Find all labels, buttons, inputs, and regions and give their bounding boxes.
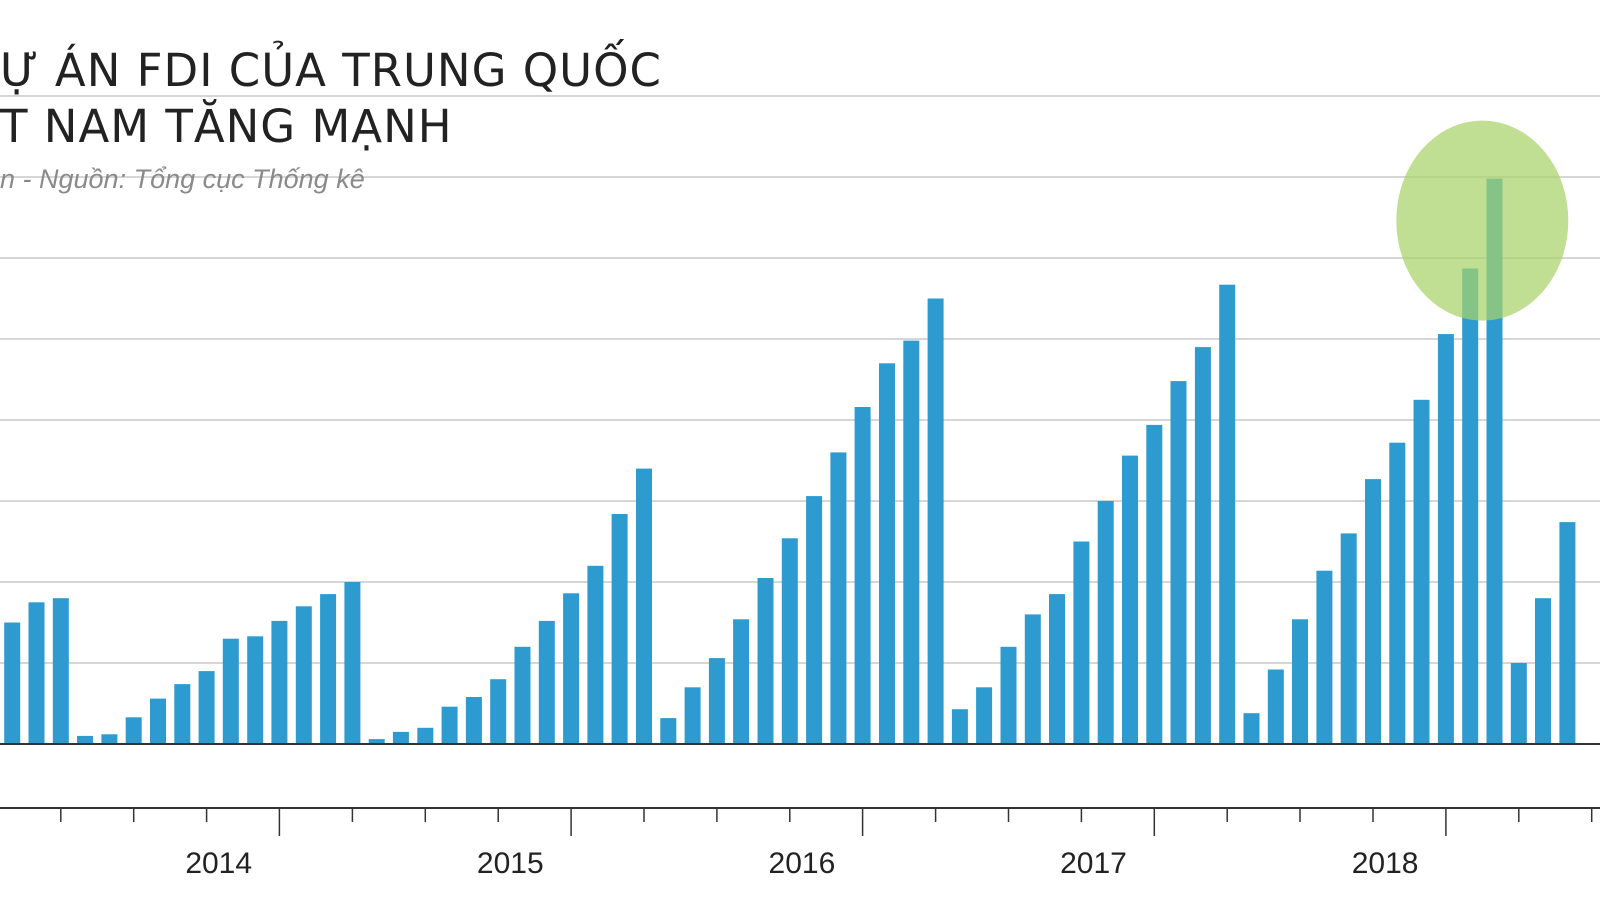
bar: [1559, 522, 1576, 744]
bar: [733, 619, 750, 744]
bar: [490, 679, 507, 744]
bar: [247, 636, 264, 744]
year-label: 2015: [477, 847, 544, 880]
bar: [4, 622, 21, 744]
bar: [174, 684, 191, 744]
bar: [1243, 713, 1260, 744]
bar: [101, 734, 118, 744]
bar: [538, 620, 555, 744]
bar: [125, 717, 142, 744]
bar: [52, 598, 69, 744]
bar: [1122, 455, 1138, 744]
year-label: 2016: [769, 847, 836, 880]
bar: [1340, 533, 1357, 744]
bar: [77, 735, 93, 744]
bar: [1389, 442, 1406, 744]
year-label: 2014: [185, 847, 252, 880]
bar: [150, 698, 166, 744]
bar: [198, 671, 215, 744]
chart-title-line-2: T NAM TĂNG MẠNH: [0, 100, 453, 153]
bar: [587, 565, 604, 744]
bar: [465, 697, 482, 744]
bar: [417, 727, 434, 744]
bar: [295, 606, 312, 744]
bar: [1292, 619, 1308, 744]
bar: [1194, 347, 1211, 744]
bar: [1219, 284, 1236, 744]
bars: [4, 178, 1576, 745]
bar: [636, 468, 652, 744]
bar: [611, 514, 628, 744]
bar: [1437, 334, 1454, 744]
bar: [684, 687, 701, 744]
highlight-circle: [1396, 120, 1569, 321]
bar: [1049, 594, 1065, 744]
bar: [854, 407, 871, 744]
bar: [1267, 669, 1284, 744]
bar: [1462, 268, 1479, 744]
bar: [344, 582, 361, 744]
bar: [830, 452, 847, 744]
bar: [1365, 479, 1381, 744]
bar: [514, 646, 531, 744]
bar: [757, 578, 774, 744]
bar: [781, 538, 798, 744]
bar: [222, 638, 239, 744]
bar: [368, 739, 385, 744]
year-labels: 2014201520162017201820: [185, 847, 1419, 880]
bar: [441, 706, 458, 744]
bar: [903, 340, 920, 744]
bar: [879, 363, 895, 744]
year-label: 2017: [1060, 847, 1127, 880]
bar: [1024, 614, 1041, 744]
bar: [1146, 424, 1163, 744]
bar: [976, 687, 993, 744]
bar: [660, 718, 677, 744]
bar: [1413, 399, 1430, 745]
highlight-layer: [1396, 120, 1569, 321]
bar: [392, 731, 409, 745]
bar: [271, 620, 288, 744]
bar: [1535, 598, 1551, 744]
bar: [1510, 663, 1527, 744]
bar: [320, 594, 337, 744]
bar: [806, 496, 823, 744]
bar: [951, 709, 968, 744]
bar: [708, 658, 725, 744]
gridlines: [0, 95, 1600, 664]
year-label: 2018: [1352, 847, 1419, 880]
chart-subtitle: n - Nguồn: Tổng cục Thống kê: [0, 164, 365, 194]
bar: [1073, 541, 1090, 744]
bar: [927, 298, 944, 744]
x-axis-ticks: [60, 808, 1593, 836]
bar: [1097, 501, 1114, 744]
bar: [563, 593, 580, 744]
chart-title-line-1: Ự ÁN FDI CỦA TRUNG QUỐC: [0, 44, 662, 97]
bar: [28, 602, 45, 745]
bar: [1316, 570, 1333, 744]
bar: [1170, 381, 1187, 744]
bar: [1000, 646, 1017, 744]
